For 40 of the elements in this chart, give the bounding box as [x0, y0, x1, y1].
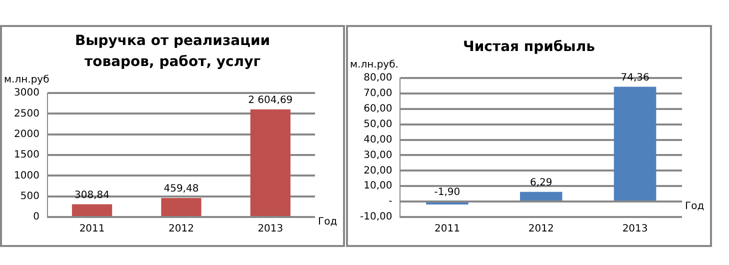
bar — [250, 109, 290, 216]
y-tick-label: 50,00 — [364, 118, 392, 130]
bar — [161, 198, 202, 216]
bar — [614, 86, 656, 201]
y-tick-label: 30,00 — [364, 150, 392, 161]
chart-title: Выручка от реализации товаров, работ, услуг — [74, 32, 272, 72]
chart-title: Чистая прибыль — [462, 38, 596, 57]
data-label: 6,29 — [530, 177, 552, 188]
y-tick-label: 500 — [20, 190, 40, 202]
y-tick-label: 2000 — [14, 128, 40, 140]
bar — [72, 204, 112, 216]
y-tick-label: 70,00 — [364, 88, 392, 100]
y-tick-label: -10,00 — [360, 212, 392, 223]
y-tick-label: 60,00 — [364, 103, 392, 114]
data-label: 308,84 — [74, 190, 110, 201]
y-tick-label: 40,00 — [364, 134, 392, 146]
x-tick-label: 2013 — [258, 224, 284, 235]
y-tick-label: 3000 — [14, 88, 40, 99]
y-tick-label: 1000 — [14, 170, 40, 182]
data-label: -1,90 — [434, 187, 460, 198]
y-tick-label: 0 — [33, 212, 40, 223]
x-tick-label: 2012 — [168, 224, 194, 235]
x-tick-label: 2011 — [79, 224, 105, 235]
y-tick-label: 1500 — [14, 150, 40, 161]
y-tick-label: 2500 — [14, 108, 40, 120]
y-tick-label: 10,00 — [364, 180, 392, 192]
x-tick-label: 2012 — [528, 224, 554, 235]
data-label: 2 604,69 — [248, 94, 293, 106]
x-axis-title: Год — [318, 216, 338, 228]
y-axis-title: м.лн.руб — [4, 74, 50, 86]
y-tick-label: - — [388, 196, 393, 208]
y-tick-label: 20,00 — [364, 165, 392, 176]
y-axis-title: м.лн.руб. — [350, 60, 398, 71]
data-label: 459,48 — [164, 184, 199, 195]
x-tick-label: 2011 — [434, 224, 460, 235]
data-label: 74,36 — [620, 72, 650, 84]
bar — [520, 192, 562, 201]
y-tick-label: 80,00 — [364, 72, 392, 84]
x-tick-label: 2013 — [622, 224, 648, 235]
x-axis-title: Год — [685, 201, 704, 212]
